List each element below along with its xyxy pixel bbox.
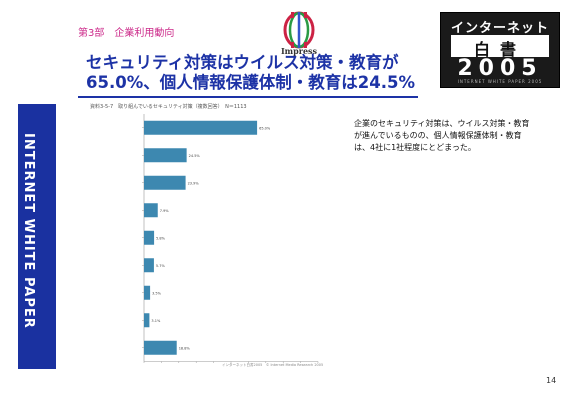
bar-data-label: 23.9% <box>188 181 200 185</box>
bar-chart: 65.0% 24.5% 23.9% 7.9% 5.8% 5.7% 3.5% 3.1% 18.8%… <box>142 114 319 363</box>
chart-caption: 資料3-5-7 取り組んでいるセキュリティ対策（複数回答） N＝1113 <box>90 104 247 110</box>
bar <box>144 230 155 245</box>
impress-logo-name: Impress <box>280 46 318 56</box>
chart-panel <box>82 100 340 368</box>
bar <box>144 258 154 273</box>
badge-line2: 白書 <box>473 40 526 59</box>
slide-title-line1: セキュリティ対策はウイルス対策・教育が <box>86 53 399 72</box>
bar-data-label: 18.8% <box>179 346 191 350</box>
bar <box>144 285 151 300</box>
sidebar-band <box>18 104 56 369</box>
chart-source: インターネット白書2005 © Internet Media Research … <box>222 363 324 367</box>
bar-data-label: 24.5% <box>189 154 201 158</box>
sidebar-text: INTERNET WHITE PAPER <box>21 133 36 329</box>
impress-logo: Impress <box>268 10 330 56</box>
bar <box>144 340 177 355</box>
badge-line1: インターネット <box>450 21 549 36</box>
badge-year: 2005 <box>457 56 543 81</box>
title-underline <box>78 96 418 98</box>
bar <box>144 120 258 135</box>
slide-description: 企業のセキュリティ対策は、ウイルス対策・教育が進んでいるものの、個人情報保護体制… <box>354 119 530 152</box>
bar <box>144 175 186 190</box>
page-number: 14 <box>546 376 557 385</box>
bar <box>144 148 187 163</box>
badge-tagline: INTERNET WHITE PAPER 2005 <box>457 79 543 84</box>
white-paper-badge: インターネット 白書 2005 INTERNET WHITE PAPER 200… <box>440 12 560 88</box>
slide-title: セキュリティ対策はウイルス対策・教育が 65.0%、個人情報保護体制・教育は24… <box>86 53 436 93</box>
bar <box>144 313 150 328</box>
bar-data-label: 7.9% <box>160 209 170 213</box>
bar <box>144 203 158 218</box>
bar-data-label: 5.7% <box>156 264 166 268</box>
bar-data-label: 3.5% <box>152 291 162 295</box>
section-label: 第3部 企業利用動向 <box>78 28 175 39</box>
bar-data-label: 65.0% <box>259 126 271 130</box>
bar-data-label: 3.1% <box>151 319 161 323</box>
bar-data-label: 5.8% <box>156 236 166 240</box>
impress-emblem-icon <box>283 11 315 49</box>
badge-mid-band: 白書 <box>451 35 549 59</box>
slide-title-line2: 65.0%、個人情報保護体制・教育は24.5% <box>86 73 415 92</box>
